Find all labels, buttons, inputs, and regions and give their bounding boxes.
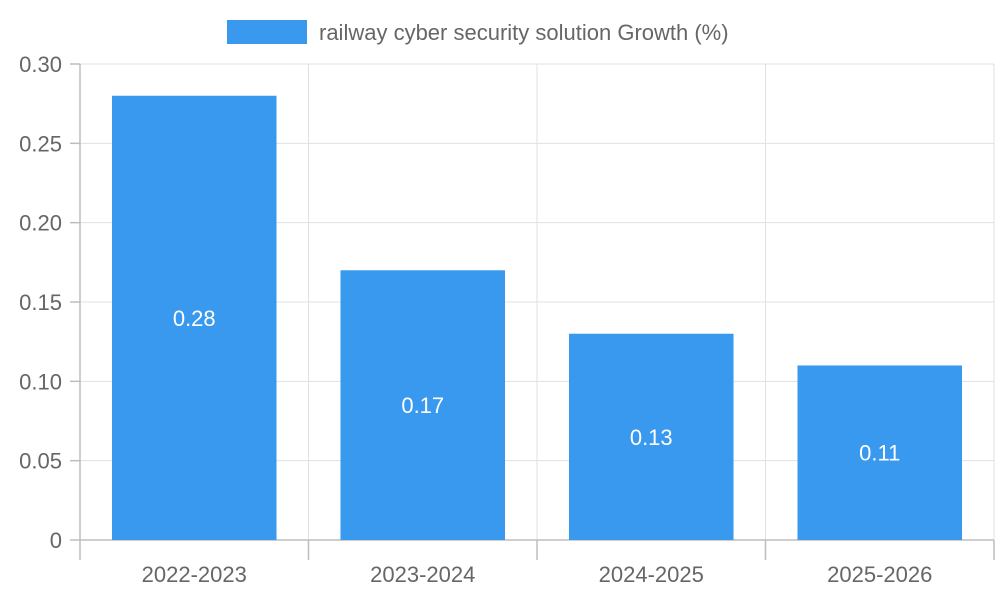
x-tick-label-2025-2026: 2025-2026 [827,562,932,587]
legend-label: railway cyber security solution Growth (… [319,20,729,45]
data-label-2025-2026: 0.11 [859,441,900,466]
data-label-2022-2023: 0.28 [173,306,216,331]
y-tick-label: 0.15 [19,290,62,315]
y-axis: 0 0.05 0.10 0.15 0.20 0.25 0.30 [19,52,81,553]
y-tick-label: 0.10 [19,369,62,394]
y-tick-label: 0 [50,528,62,553]
y-tick-label: 0.30 [19,52,62,77]
bar-2025-2026[interactable] [797,365,963,540]
data-labels: 0.28 0.17 0.13 0.11 [173,306,901,466]
data-label-2024-2025: 0.13 [630,425,673,450]
bar-2023-2024[interactable] [340,270,506,540]
y-tick-label: 0.25 [19,131,62,156]
x-tick-label-2024-2025: 2024-2025 [599,562,704,587]
bar-2024-2025[interactable] [568,333,734,540]
bar-2022-2023[interactable] [111,95,277,540]
y-tick-label: 0.05 [19,449,62,474]
x-tick-label-2023-2024: 2023-2024 [370,562,475,587]
bars [111,95,963,540]
x-axis: 2022-2023 2023-2024 2024-2025 2025-2026 [79,539,995,587]
legend-swatch [227,20,307,44]
x-tick-label-2022-2023: 2022-2023 [142,562,247,587]
legend[interactable]: railway cyber security solution Growth (… [227,20,729,45]
data-label-2023-2024: 0.17 [401,393,444,418]
y-tick-label: 0.20 [19,211,62,236]
